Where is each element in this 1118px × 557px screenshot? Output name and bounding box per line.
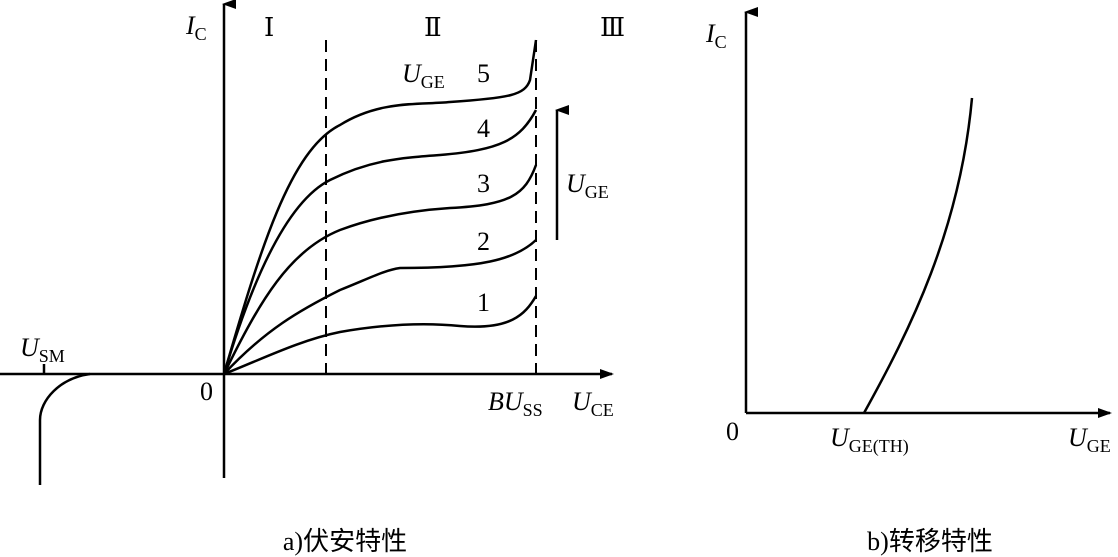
caption: a)伏安特性 xyxy=(283,527,407,556)
axis-label: IC xyxy=(705,19,727,52)
curve-label: 2 xyxy=(477,227,490,256)
axis-label: UGE xyxy=(1068,423,1111,456)
curve-label: 3 xyxy=(477,169,490,198)
region-label: Ⅲ xyxy=(600,13,625,42)
curve-label: 1 xyxy=(477,288,490,317)
axis-label: UCE xyxy=(572,387,614,420)
origin-label: 0 xyxy=(200,377,213,406)
curve xyxy=(223,239,537,375)
region-label: Ⅰ xyxy=(264,13,274,42)
curve xyxy=(222,109,538,375)
curve xyxy=(222,164,538,375)
curve-label: 5 xyxy=(477,59,490,88)
curve xyxy=(223,295,538,376)
usm-label: USM xyxy=(20,333,65,366)
transfer-curve xyxy=(862,97,974,414)
threshold-label: UGE(TH) xyxy=(830,423,909,457)
origin-label: 0 xyxy=(726,417,739,446)
curve xyxy=(222,39,538,375)
arrow-label: UGE xyxy=(566,169,609,202)
bu-label: BUSS xyxy=(488,387,543,420)
curve-label: 4 xyxy=(477,114,490,143)
axis-label: IC xyxy=(185,11,207,44)
caption: b)转移特性 xyxy=(867,527,993,556)
breakdown-curve xyxy=(38,372,91,485)
region-label: Ⅱ xyxy=(424,13,442,42)
curve-family-label: UGE xyxy=(402,59,445,92)
